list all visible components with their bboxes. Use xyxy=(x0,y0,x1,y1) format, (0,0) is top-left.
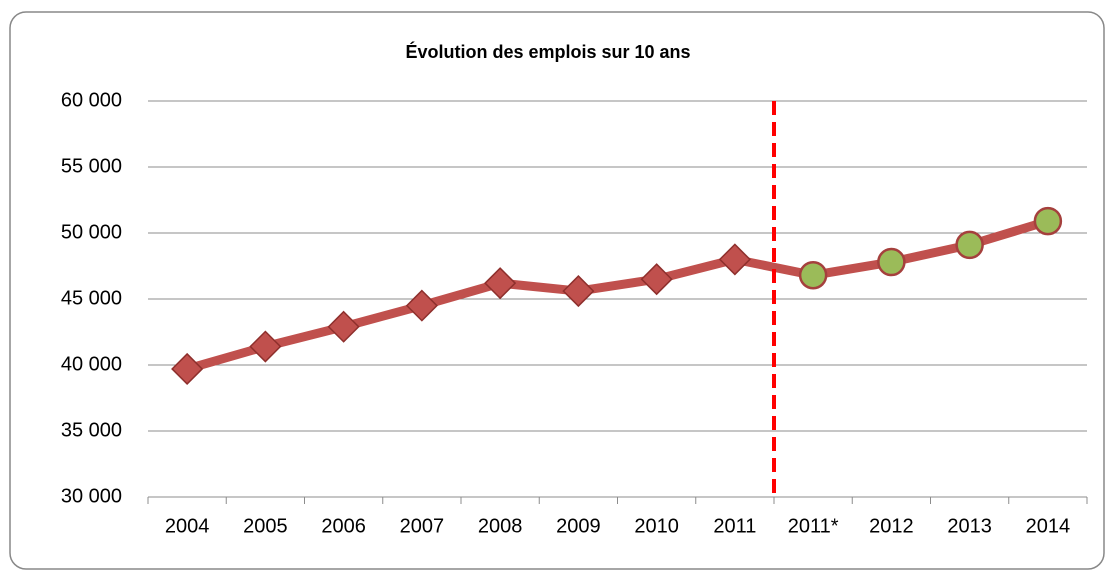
marker xyxy=(484,267,517,300)
x-tick-label: 2007 xyxy=(400,515,445,537)
marker xyxy=(249,330,282,363)
chart-title: Évolution des emplois sur 10 ans xyxy=(405,41,690,62)
marker xyxy=(327,310,360,343)
x-tick-label: 2012 xyxy=(869,515,914,537)
y-tick-label: 55 000 xyxy=(61,155,122,177)
y-tick-label: 60 000 xyxy=(61,89,122,111)
x-tick-label: 2010 xyxy=(634,515,679,537)
x-tick-label: 2011* xyxy=(788,515,839,537)
marker xyxy=(798,260,828,290)
marker xyxy=(640,263,673,296)
marker xyxy=(877,247,906,277)
marker xyxy=(955,230,984,260)
x-tick-label: 2009 xyxy=(556,515,601,537)
marker xyxy=(171,352,204,386)
x-tick-label: 2005 xyxy=(243,515,288,537)
x-tick-label: 2011 xyxy=(713,515,756,537)
marker xyxy=(718,243,751,276)
x-tick-label: 2014 xyxy=(1026,515,1071,537)
y-tick-label: 50 000 xyxy=(61,221,122,243)
x-tick-label: 2008 xyxy=(478,515,523,537)
y-tick-label: 40 000 xyxy=(61,353,122,375)
x-tick-label: 2006 xyxy=(321,515,366,537)
x-tick-label: 2013 xyxy=(947,515,992,537)
marker xyxy=(1033,206,1063,236)
x-tick-label: 2004 xyxy=(165,515,210,537)
marker xyxy=(562,275,595,308)
y-tick-label: 45 000 xyxy=(61,287,122,309)
y-tick-label: 35 000 xyxy=(61,419,122,441)
marker xyxy=(405,289,438,322)
y-tick-label: 30 000 xyxy=(61,485,122,507)
